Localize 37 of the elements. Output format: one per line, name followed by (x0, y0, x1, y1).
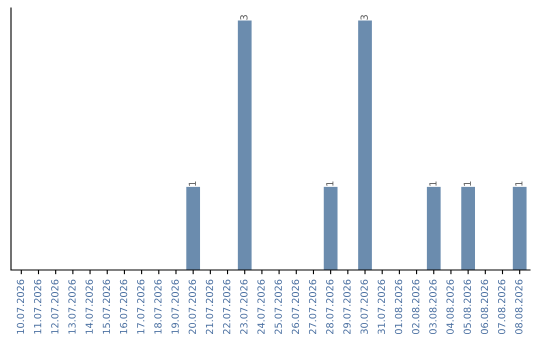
x-tick-label: 28.07.2026 (326, 280, 334, 334)
data-label: 3 (240, 15, 248, 20)
x-tick-label: 22.07.2026 (223, 280, 230, 334)
x-tick-label: 18.07.2026 (154, 280, 162, 334)
x-tick-label: 08.08.2026 (515, 280, 523, 334)
x-tick-label: 11.07.2026 (34, 280, 42, 334)
data-label: 3 (360, 15, 368, 20)
x-tick-label: 26.07.2026 (292, 280, 300, 334)
x-tick-label: 31.07.2026 (378, 280, 386, 334)
x-tick-label: 24.07.2026 (257, 280, 265, 334)
x-tick-label: 29.07.2026 (343, 280, 351, 334)
x-tick-label: 23.07.2026 (240, 280, 248, 334)
data-label: 1 (429, 182, 436, 186)
x-tick-label: 10.07.2026 (16, 280, 24, 334)
x-tick-label: 16.07.2026 (120, 280, 128, 334)
x-tick-label: 21.07.2026 (206, 280, 214, 334)
x-tick-label: 20.07.2026 (188, 280, 196, 334)
x-tick-label: 19.07.2026 (171, 280, 179, 334)
x-tick-label: 12.07.2026 (51, 280, 59, 334)
x-tick-label: 02.08.2026 (412, 280, 420, 334)
data-label: 1 (515, 182, 522, 186)
x-tick-label: 25.07.2026 (274, 280, 282, 334)
x-tick-label: 30.07.2026 (360, 280, 368, 334)
x-tick-label: 06.08.2026 (480, 280, 488, 334)
data-label: 1 (188, 182, 196, 186)
x-tick-label: 01.08.2026 (394, 280, 402, 334)
x-tick-label: 13.07.2026 (68, 280, 76, 334)
x-tick-label: 14.07.2026 (86, 280, 93, 334)
x-tick-label: 27.07.2026 (308, 280, 316, 334)
x-tick-label: 17.07.2026 (137, 280, 144, 334)
x-tick-label: 15.07.2026 (102, 280, 110, 334)
x-tick-label: 04.08.2026 (446, 280, 454, 334)
data-label: 1 (326, 182, 334, 186)
x-tick-label: 05.08.2026 (464, 280, 471, 334)
x-tick-label: 07.08.2026 (498, 280, 506, 334)
data-label: 1 (464, 182, 471, 186)
x-tick-label: 03.08.2026 (429, 280, 437, 334)
